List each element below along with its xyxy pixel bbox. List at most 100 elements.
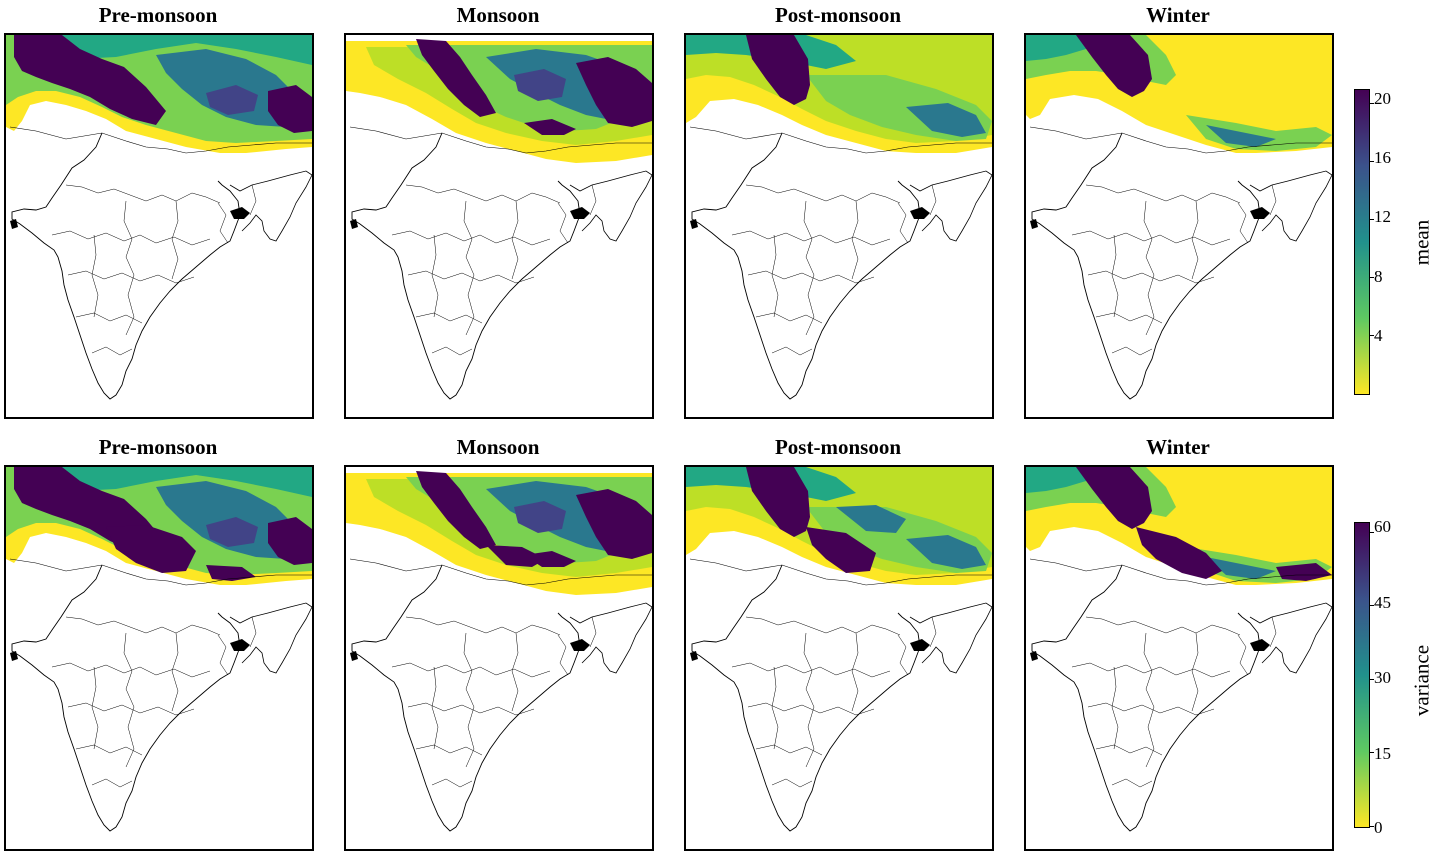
india-outline xyxy=(352,565,580,831)
state-boundary xyxy=(52,663,210,677)
map-svg xyxy=(6,35,312,417)
india-outline xyxy=(692,133,920,399)
coast-marker xyxy=(1030,219,1038,229)
colorbar-tick xyxy=(1369,605,1374,606)
state-boundary xyxy=(558,203,568,243)
state-boundary xyxy=(590,185,596,215)
state-boundary xyxy=(772,347,812,355)
state-boundary xyxy=(250,617,256,647)
state-boundary xyxy=(172,201,178,279)
colorbar-mean-tick-label: 16 xyxy=(1374,149,1391,167)
colorbar-tick xyxy=(1369,335,1374,336)
map-svg xyxy=(1026,35,1332,417)
colorbar-variance xyxy=(1354,522,1370,828)
colorbar-tick xyxy=(1369,103,1374,104)
state-boundary xyxy=(512,633,518,711)
state-boundary xyxy=(66,617,220,635)
state-boundary xyxy=(408,271,534,283)
state-boundary xyxy=(124,201,134,335)
state-boundary xyxy=(1270,185,1276,215)
map-var-pre xyxy=(4,465,314,851)
delta-marker xyxy=(1250,639,1270,651)
state-boundary xyxy=(746,617,900,635)
map-mean-mon xyxy=(344,33,654,419)
state-boundary xyxy=(392,663,550,677)
map-var-mon xyxy=(344,465,654,851)
state-boundary xyxy=(68,271,194,283)
panel-title-mean-post: Post-monsoon xyxy=(684,2,992,28)
state-boundary xyxy=(1144,633,1154,767)
state-boundary xyxy=(732,663,890,677)
state-boundary xyxy=(748,703,874,715)
state-boundary xyxy=(1088,271,1214,283)
colorbar-mean-title: mean xyxy=(1410,183,1435,303)
state-boundary xyxy=(590,617,596,647)
state-boundary xyxy=(1088,703,1214,715)
colorbar-tick xyxy=(1369,826,1374,827)
state-boundary xyxy=(406,185,560,203)
state-boundary xyxy=(218,203,228,243)
panel-title-var-post: Post-monsoon xyxy=(684,434,992,460)
northeast-outline xyxy=(230,171,312,241)
delta-marker xyxy=(230,639,250,651)
state-boundary xyxy=(930,185,936,215)
colorbar-variance-tick-label: 0 xyxy=(1374,819,1383,837)
map-svg xyxy=(6,467,312,849)
state-boundary xyxy=(930,617,936,647)
state-boundary xyxy=(464,201,474,335)
india-outline xyxy=(1032,565,1260,831)
coast-marker xyxy=(1030,651,1038,661)
colorbar-tick xyxy=(1369,752,1374,753)
state-boundary xyxy=(732,231,890,245)
state-boundary xyxy=(852,633,858,711)
state-boundary xyxy=(392,231,550,245)
colorbar-tick xyxy=(1369,532,1374,533)
state-boundary xyxy=(512,201,518,279)
colorbar-mean-tick-label: 12 xyxy=(1374,208,1391,226)
state-boundary xyxy=(218,635,228,675)
map-var-post xyxy=(684,465,994,851)
delta-marker xyxy=(910,207,930,219)
map-svg xyxy=(346,467,652,849)
state-boundary xyxy=(1086,617,1240,635)
delta-marker xyxy=(1250,207,1270,219)
state-boundary xyxy=(92,347,132,355)
state-boundary xyxy=(172,633,178,711)
northeast-outline xyxy=(1250,171,1332,241)
state-boundary xyxy=(746,185,900,203)
india-outline xyxy=(12,565,240,831)
colorbar-variance-tick-label: 60 xyxy=(1374,518,1391,536)
northeast-outline xyxy=(1250,603,1332,673)
state-boundary xyxy=(772,779,812,787)
panel-title-var-mon: Monsoon xyxy=(344,434,652,460)
colorbar-mean xyxy=(1354,89,1370,395)
state-boundary xyxy=(406,617,560,635)
state-boundary xyxy=(1270,617,1276,647)
coast-marker xyxy=(350,219,358,229)
coast-marker xyxy=(690,219,698,229)
colorbar-variance-tick-label: 45 xyxy=(1374,594,1391,612)
northeast-outline xyxy=(570,603,652,673)
state-boundary xyxy=(1072,663,1230,677)
map-svg xyxy=(346,35,652,417)
state-boundary xyxy=(1112,347,1152,355)
state-boundary xyxy=(804,201,814,335)
state-boundary xyxy=(432,779,472,787)
state-boundary xyxy=(1192,201,1198,279)
colorbar-tick xyxy=(1369,679,1374,680)
northeast-outline xyxy=(570,171,652,241)
panel-title-mean-win: Winter xyxy=(1024,2,1332,28)
state-boundary xyxy=(52,231,210,245)
coast-marker xyxy=(10,219,18,229)
colorbar-mean-tick-label: 20 xyxy=(1374,90,1391,108)
state-boundary xyxy=(1238,203,1248,243)
state-boundary xyxy=(408,703,534,715)
state-boundary xyxy=(464,633,474,767)
northeast-outline xyxy=(910,603,992,673)
state-boundary xyxy=(748,271,874,283)
panel-title-var-win: Winter xyxy=(1024,434,1332,460)
panel-title-mean-mon: Monsoon xyxy=(344,2,652,28)
state-boundary xyxy=(66,185,220,203)
state-boundary xyxy=(558,635,568,675)
colorbar-variance-tick-label: 15 xyxy=(1374,745,1391,763)
